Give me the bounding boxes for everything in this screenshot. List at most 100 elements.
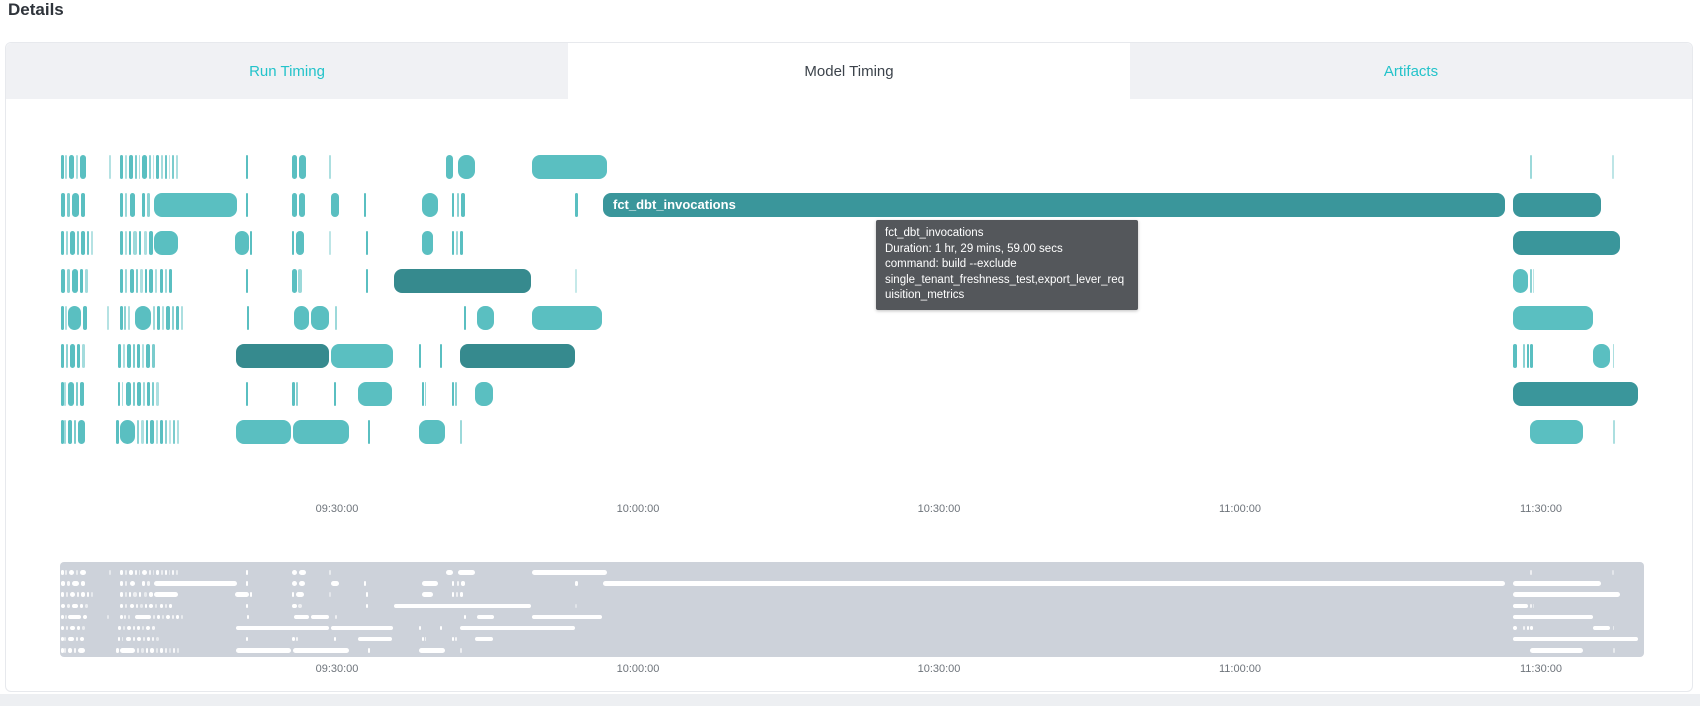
gantt-bar[interactable] <box>331 344 393 369</box>
gantt-bar[interactable] <box>64 382 66 407</box>
gantt-bar[interactable] <box>137 420 139 444</box>
gantt-bar[interactable] <box>123 344 125 369</box>
gantt-bar[interactable] <box>66 344 68 369</box>
gantt-bar[interactable] <box>156 420 158 444</box>
gantt-bar[interactable] <box>144 230 147 255</box>
gantt-bar[interactable] <box>235 230 249 255</box>
gantt-bar[interactable] <box>461 192 465 217</box>
gantt-bar[interactable] <box>155 268 157 293</box>
gantt-bar[interactable] <box>128 306 130 331</box>
gantt-bar[interactable] <box>162 306 164 331</box>
gantt-bar[interactable] <box>460 230 463 255</box>
gantt-bar[interactable] <box>130 192 135 217</box>
gantt-bar[interactable] <box>135 306 151 331</box>
gantt-bar[interactable] <box>80 155 86 179</box>
gantt-bar[interactable] <box>456 230 458 255</box>
gantt-bar[interactable] <box>246 192 248 217</box>
gantt-bar[interactable] <box>68 382 74 407</box>
gantt-bar[interactable] <box>91 230 93 255</box>
gantt-bar[interactable] <box>455 382 457 407</box>
gantt-bar[interactable] <box>247 306 249 331</box>
gantt-bar[interactable] <box>575 268 577 293</box>
gantt-bar[interactable] <box>152 344 155 369</box>
gantt-bar[interactable] <box>298 268 302 293</box>
gantt-bar[interactable] <box>165 420 167 444</box>
gantt-bar[interactable] <box>157 306 160 331</box>
gantt-bar[interactable] <box>1513 230 1620 255</box>
gantt-bar[interactable] <box>76 155 78 179</box>
gantt-bar[interactable] <box>80 268 83 293</box>
gantt-bar[interactable] <box>329 155 331 179</box>
gantt-bar[interactable] <box>176 306 179 331</box>
gantt-bar[interactable] <box>169 268 172 293</box>
gantt-bar[interactable] <box>133 344 135 369</box>
gantt-bar[interactable] <box>452 382 454 407</box>
gantt-bar[interactable] <box>419 420 445 444</box>
gantt-bar[interactable] <box>1533 268 1534 293</box>
gantt-bar[interactable] <box>166 306 170 331</box>
gantt-bar[interactable] <box>142 344 144 369</box>
gantt-bar[interactable] <box>294 306 309 331</box>
gantt-bar[interactable] <box>236 420 291 444</box>
gantt-bar[interactable] <box>1527 344 1529 369</box>
gantt-bar[interactable] <box>368 420 370 444</box>
gantt-bar[interactable] <box>142 155 147 179</box>
gantt-bar[interactable] <box>129 155 133 179</box>
gantt-bar[interactable] <box>61 344 64 369</box>
gantt-bar[interactable] <box>419 344 421 369</box>
gantt-bar[interactable] <box>173 420 175 444</box>
gantt-bar[interactable] <box>329 230 331 255</box>
gantt-bar[interactable] <box>77 344 80 369</box>
gantt-bar[interactable] <box>331 192 339 217</box>
gantt-bar[interactable] <box>72 192 79 217</box>
gantt-bar[interactable] <box>181 306 183 331</box>
gantt-bar[interactable] <box>364 192 366 217</box>
gantt-bar[interactable] <box>1513 268 1528 293</box>
gantt-bar[interactable] <box>1530 344 1533 369</box>
gantt-bar[interactable] <box>70 344 75 369</box>
tab-model-timing[interactable]: Model Timing <box>568 43 1130 99</box>
gantt-bar[interactable] <box>161 155 163 179</box>
gantt-bar-fct_dbt_invocations[interactable]: fct_dbt_invocations <box>603 192 1505 217</box>
gantt-bar[interactable] <box>64 420 66 444</box>
gantt-bar[interactable] <box>299 192 305 217</box>
gantt-bar[interactable] <box>65 306 67 331</box>
gantt-bar[interactable] <box>425 382 426 407</box>
gantt-bar[interactable] <box>532 155 607 179</box>
gantt-bar[interactable] <box>143 382 145 407</box>
gantt-bar[interactable] <box>85 268 88 293</box>
gantt-bar[interactable] <box>296 382 298 407</box>
gantt-bar[interactable] <box>120 268 123 293</box>
gantt-bar[interactable] <box>366 230 368 255</box>
gantt-bar[interactable] <box>127 344 131 369</box>
gantt-bar[interactable] <box>460 420 462 444</box>
gantt-bar[interactable] <box>125 192 127 217</box>
gantt-bar[interactable] <box>1612 155 1614 179</box>
gantt-bar[interactable] <box>311 306 329 331</box>
gantt-bar[interactable] <box>120 306 123 331</box>
gantt-bar[interactable] <box>246 155 248 179</box>
gantt-bar[interactable] <box>165 268 167 293</box>
gantt-bar[interactable] <box>475 382 493 407</box>
gantt-bar[interactable] <box>452 192 454 217</box>
gantt-bar[interactable] <box>147 192 150 217</box>
gantt-bar[interactable] <box>464 306 466 331</box>
gantt-bar[interactable] <box>125 268 127 293</box>
gantt-bar[interactable] <box>1513 192 1601 217</box>
gantt-bar[interactable] <box>120 230 123 255</box>
gantt-bar[interactable] <box>460 344 575 369</box>
gantt-bar[interactable] <box>116 420 119 444</box>
gantt-bar[interactable] <box>68 420 72 444</box>
gantt-bar[interactable] <box>458 155 475 179</box>
gantt-bar[interactable] <box>422 192 438 217</box>
gantt-bar[interactable] <box>160 268 163 293</box>
gantt-bar[interactable] <box>1613 344 1614 369</box>
gantt-bar[interactable] <box>422 382 424 407</box>
gantt-bar[interactable] <box>156 155 159 179</box>
gantt-bar[interactable] <box>156 382 159 407</box>
gantt-bar[interactable] <box>335 306 337 331</box>
gantt-bar[interactable] <box>137 382 141 407</box>
minimap[interactable] <box>60 562 1644 657</box>
gantt-bar[interactable] <box>146 420 148 444</box>
gantt-bar[interactable] <box>153 306 155 331</box>
